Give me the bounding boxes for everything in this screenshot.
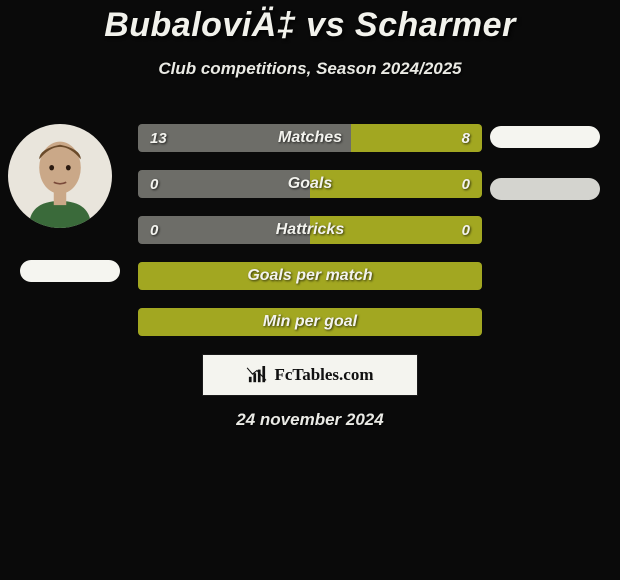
stat-rows: Matches138Goals00Hattricks00Goals per ma… bbox=[138, 124, 482, 354]
stat-bar-right bbox=[310, 216, 482, 244]
stat-value-right: 8 bbox=[462, 124, 470, 152]
page-subtitle: Club competitions, Season 2024/2025 bbox=[0, 59, 620, 79]
page-title: BubaloviÄ‡ vs Scharmer bbox=[0, 0, 620, 45]
stat-row: Hattricks00 bbox=[138, 216, 482, 244]
stat-value-right: 0 bbox=[462, 170, 470, 198]
player2-name-pill-shadow bbox=[490, 178, 600, 200]
stat-bar-left bbox=[138, 170, 310, 198]
stat-bar-left bbox=[138, 216, 310, 244]
stat-bar-right bbox=[138, 262, 482, 290]
stat-row: Goals per match bbox=[138, 262, 482, 290]
stat-bar-left bbox=[138, 124, 351, 152]
stat-row: Min per goal bbox=[138, 308, 482, 336]
stat-value-left: 0 bbox=[150, 216, 158, 244]
stat-value-left: 0 bbox=[150, 170, 158, 198]
player1-avatar bbox=[8, 124, 112, 228]
stat-row: Goals00 bbox=[138, 170, 482, 198]
source-logo: FcTables.com bbox=[202, 354, 418, 396]
player1-name-pill bbox=[20, 260, 120, 282]
stat-value-right: 0 bbox=[462, 216, 470, 244]
source-logo-text: FcTables.com bbox=[274, 365, 373, 385]
stat-row: Matches138 bbox=[138, 124, 482, 152]
stat-bar-right bbox=[310, 170, 482, 198]
player2-name-pill bbox=[490, 126, 600, 148]
bar-chart-icon bbox=[246, 366, 268, 384]
stat-value-left: 13 bbox=[150, 124, 167, 152]
stat-bar-right bbox=[138, 308, 482, 336]
avatar-placeholder-icon bbox=[8, 124, 112, 228]
date-line: 24 november 2024 bbox=[0, 410, 620, 430]
